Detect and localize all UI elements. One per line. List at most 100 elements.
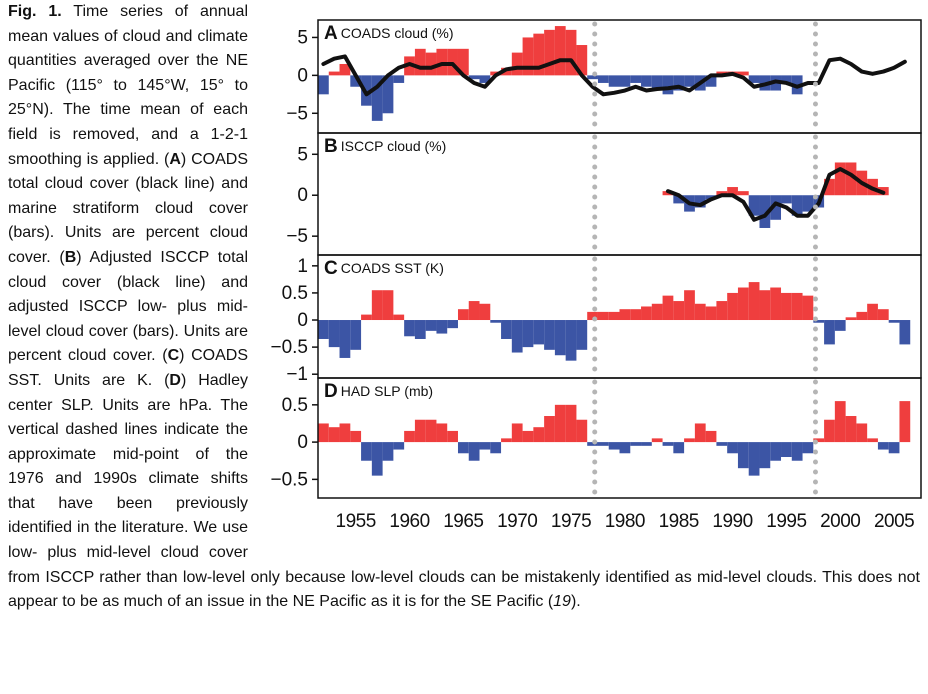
bar [899, 320, 911, 345]
bar [457, 309, 469, 321]
bar [565, 29, 577, 76]
y-tick-label: 0 [297, 432, 308, 453]
bar [770, 287, 782, 321]
bar [759, 195, 771, 228]
bar [554, 404, 566, 443]
bar [727, 292, 738, 321]
panel-title-text: COADS SST (K) [341, 260, 444, 276]
x-tick-label: 1980 [605, 511, 645, 532]
bar [684, 290, 695, 321]
bar [457, 48, 469, 76]
bar [705, 430, 717, 443]
bar [597, 75, 609, 83]
bar [382, 290, 394, 321]
bar [565, 404, 577, 443]
bar [350, 75, 362, 87]
bar [576, 419, 588, 443]
y-tick-label: 0 [297, 65, 308, 86]
bar [468, 442, 480, 461]
bar [371, 75, 383, 121]
y-tick-label: −0.5 [270, 337, 308, 358]
y-tick-label: 5 [297, 27, 308, 48]
bar [673, 195, 685, 204]
bar [597, 442, 609, 446]
bar [414, 48, 426, 76]
bar [802, 295, 814, 321]
bar [641, 306, 652, 321]
x-tick-label: 2005 [874, 511, 914, 532]
bar [834, 401, 846, 443]
bar [501, 438, 512, 443]
caption-text: ) Hadley center SLP. Units are hPa. The … [8, 371, 920, 611]
bar [490, 442, 502, 454]
x-tick-label: 1970 [497, 511, 537, 532]
bar [393, 442, 405, 450]
bar [414, 320, 426, 339]
bar [587, 311, 598, 321]
bar [748, 442, 760, 476]
bar [479, 75, 491, 83]
bar [813, 320, 825, 323]
bar [802, 195, 814, 212]
bar [770, 442, 782, 461]
bar [684, 438, 695, 443]
panel-title: A COADS cloud (%) [324, 23, 454, 44]
bar [899, 401, 911, 443]
bar [544, 320, 555, 350]
bar [877, 309, 889, 321]
bar [393, 314, 405, 321]
bar [694, 303, 706, 321]
bar [318, 320, 329, 339]
bar [824, 419, 835, 443]
bar [404, 320, 415, 337]
bar [404, 430, 415, 443]
bar [619, 442, 631, 454]
bar [382, 442, 394, 461]
bar [737, 442, 749, 469]
bar [597, 311, 609, 321]
bar [522, 320, 534, 348]
bar [511, 52, 523, 76]
caption: −5 0 5 A COADS cloud (%) −5 0 5 B ISCCP cloud (%)… [8, 3, 922, 611]
bar [770, 195, 782, 220]
bar [888, 320, 900, 323]
bar [791, 442, 803, 461]
bar [361, 442, 372, 461]
bar [490, 320, 502, 323]
bar [587, 442, 598, 446]
panel-letter: B [324, 136, 338, 157]
bar [533, 427, 545, 443]
y-tick-label: −5 [286, 103, 308, 124]
bar [339, 63, 351, 76]
bar [845, 162, 857, 196]
bar [350, 320, 362, 350]
bar [479, 303, 491, 321]
bar [824, 320, 835, 345]
bar [716, 442, 728, 446]
bar [608, 75, 620, 87]
y-tick-label: −0.5 [270, 469, 308, 490]
caption-text: Fig. 1. [8, 3, 62, 20]
bar [447, 430, 458, 443]
bar [511, 423, 523, 443]
bar [511, 320, 523, 353]
bar [533, 33, 545, 76]
bar [587, 75, 598, 80]
bar [651, 303, 663, 321]
y-tick-label: 0.5 [282, 395, 308, 416]
x-tick-label: 1995 [766, 511, 806, 532]
bar [888, 442, 900, 454]
caption-text: Time series of annual mean values of clo… [8, 3, 248, 168]
bar [791, 292, 803, 321]
bar [662, 442, 674, 446]
bar [630, 309, 642, 321]
bar [716, 191, 728, 196]
x-tick-label: 1990 [712, 511, 752, 532]
bar [791, 195, 803, 216]
caption-text: ) Adjusted ISCCP total cloud cover (blac… [8, 248, 248, 365]
caption-text: B [64, 248, 77, 266]
bar [371, 442, 383, 476]
bar [544, 29, 555, 76]
bar [522, 430, 534, 443]
